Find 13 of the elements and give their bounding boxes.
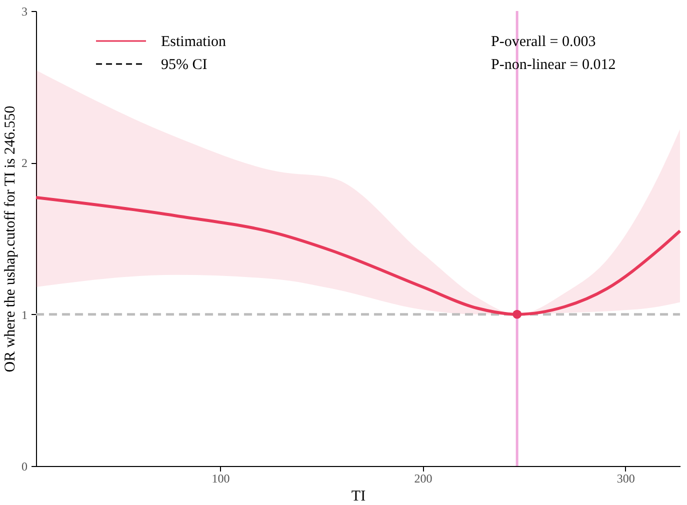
y-tick-label: 0 (22, 460, 28, 474)
y-tick-label: 3 (22, 4, 28, 18)
annotation: P-non-linear = 0.012 (491, 57, 616, 73)
y-axis-title: OR where the ushap.cutoff for TI is 246.550 (2, 106, 18, 372)
x-tick-label: 200 (414, 472, 432, 486)
annotation: 95% CI (161, 57, 208, 73)
y-tick-label: 1 (22, 308, 28, 322)
y-tick-label: 2 (22, 156, 28, 170)
x-tick-label: 300 (616, 472, 635, 486)
x-axis-title: TI (351, 488, 366, 504)
legend-label: Estimation (161, 34, 226, 50)
x-tick-label: 100 (212, 472, 230, 486)
annotation: P-overall = 0.003 (491, 34, 596, 50)
